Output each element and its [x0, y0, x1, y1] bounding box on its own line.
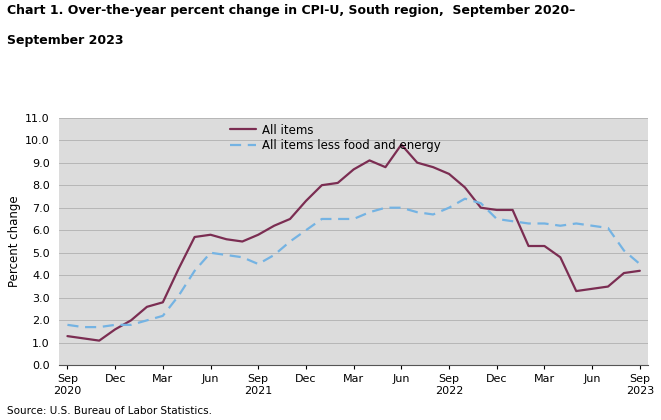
All items	[445, 171, 453, 176]
All items less food and energy	[366, 210, 373, 215]
All items	[572, 289, 580, 294]
All items less food and energy	[239, 255, 247, 260]
All items	[79, 336, 87, 341]
All items	[270, 223, 278, 228]
All items less food and energy	[127, 322, 135, 327]
All items less food and energy	[223, 252, 231, 257]
All items less food and energy	[525, 221, 533, 226]
All items	[127, 318, 135, 323]
All items	[207, 232, 215, 237]
All items less food and energy	[175, 293, 182, 298]
All items	[175, 266, 182, 271]
All items less food and energy	[477, 201, 485, 206]
All items	[350, 167, 358, 172]
All items	[413, 160, 421, 165]
All items less food and energy	[413, 210, 421, 215]
All items	[461, 185, 469, 190]
Legend: All items, All items less food and energy: All items, All items less food and energ…	[230, 123, 441, 152]
All items less food and energy	[445, 205, 453, 210]
All items less food and energy	[572, 221, 580, 226]
All items less food and energy	[270, 252, 278, 257]
All items less food and energy	[492, 216, 500, 221]
Line: All items: All items	[67, 144, 640, 341]
All items	[557, 255, 564, 260]
All items	[509, 207, 517, 213]
All items	[223, 237, 231, 242]
Text: September 2023: September 2023	[7, 34, 123, 47]
All items less food and energy	[207, 250, 215, 255]
All items less food and energy	[302, 228, 310, 233]
All items less food and energy	[509, 219, 517, 224]
All items less food and energy	[636, 262, 644, 267]
All items	[302, 198, 310, 203]
All items less food and energy	[334, 216, 342, 221]
All items less food and energy	[286, 239, 294, 244]
All items	[636, 268, 644, 273]
All items less food and energy	[620, 248, 628, 253]
All items	[334, 181, 342, 186]
All items less food and energy	[557, 223, 564, 228]
All items	[286, 216, 294, 221]
All items	[477, 205, 485, 210]
All items	[254, 232, 262, 237]
All items less food and energy	[381, 205, 389, 210]
All items	[366, 158, 373, 163]
All items less food and energy	[588, 223, 596, 228]
All items less food and energy	[190, 268, 198, 273]
All items	[397, 142, 405, 147]
All items less food and energy	[541, 221, 549, 226]
All items less food and energy	[254, 262, 262, 267]
All items	[111, 327, 119, 332]
All items	[588, 286, 596, 291]
All items less food and energy	[143, 318, 151, 323]
All items	[190, 234, 198, 239]
All items	[620, 270, 628, 276]
Text: Chart 1. Over-the-year percent change in CPI-U, South region,  September 2020–: Chart 1. Over-the-year percent change in…	[7, 4, 575, 17]
All items	[541, 244, 549, 249]
All items	[492, 207, 500, 213]
All items	[143, 304, 151, 310]
All items less food and energy	[429, 212, 437, 217]
All items less food and energy	[318, 216, 326, 221]
All items	[95, 338, 103, 343]
All items	[318, 183, 326, 188]
All items	[63, 333, 71, 339]
All items less food and energy	[604, 226, 612, 231]
All items less food and energy	[63, 322, 71, 327]
Line: All items less food and energy: All items less food and energy	[67, 199, 640, 327]
All items less food and energy	[397, 205, 405, 210]
All items less food and energy	[95, 325, 103, 330]
All items less food and energy	[159, 313, 167, 318]
All items	[159, 300, 167, 305]
All items	[381, 165, 389, 170]
Y-axis label: Percent change: Percent change	[8, 196, 21, 287]
All items less food and energy	[79, 325, 87, 330]
All items	[429, 165, 437, 170]
All items	[604, 284, 612, 289]
All items less food and energy	[461, 196, 469, 201]
All items less food and energy	[350, 216, 358, 221]
All items less food and energy	[111, 322, 119, 327]
All items	[525, 244, 533, 249]
All items	[239, 239, 247, 244]
Text: Source: U.S. Bureau of Labor Statistics.: Source: U.S. Bureau of Labor Statistics.	[7, 406, 212, 416]
